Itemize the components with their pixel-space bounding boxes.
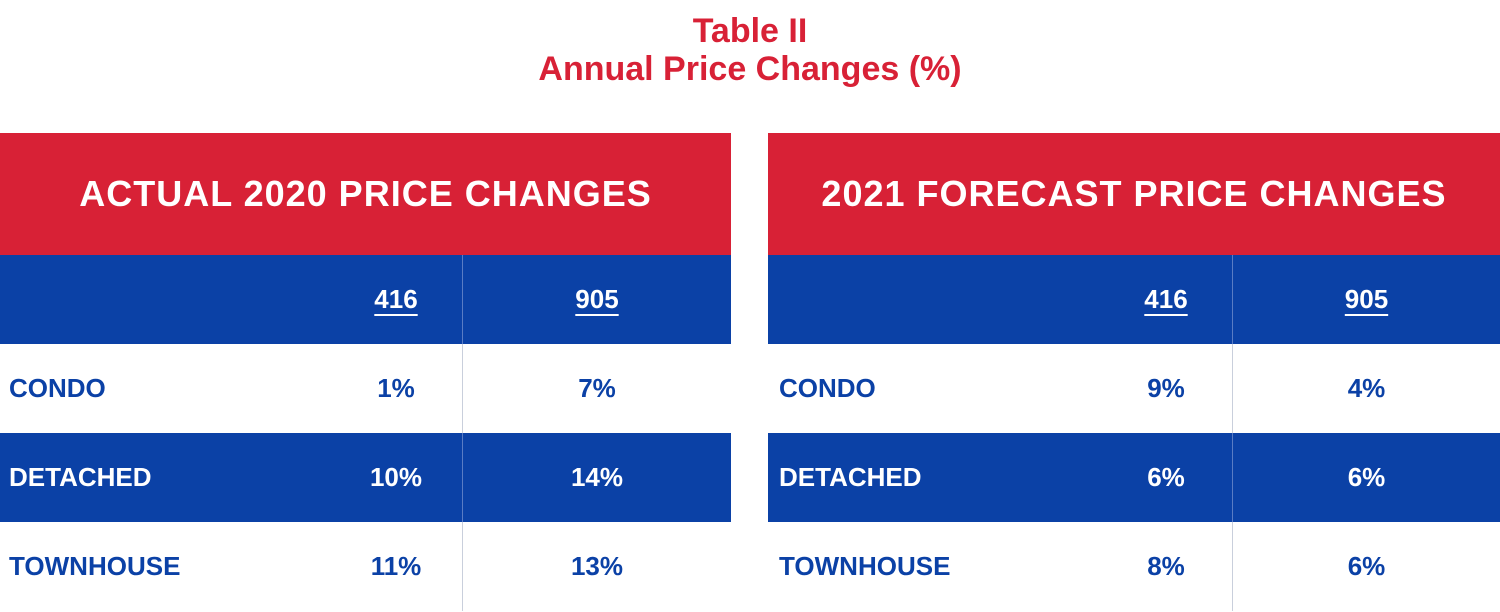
table-row: DETACHED 6% 6% bbox=[768, 433, 1500, 522]
column-header-label: 905 bbox=[1344, 284, 1389, 314]
column-header-416: 416 bbox=[330, 255, 462, 344]
cell-value: 13% bbox=[462, 522, 731, 611]
cell-value: 8% bbox=[1147, 551, 1185, 581]
column-header-label: 416 bbox=[1144, 284, 1188, 314]
column-header-empty bbox=[0, 255, 330, 344]
row-label: CONDO bbox=[779, 373, 876, 403]
cell-value: 10% bbox=[369, 462, 423, 492]
table-forecast-2021: 2021 FORECAST PRICE CHANGES 416 905 COND… bbox=[768, 133, 1500, 611]
column-header-416: 416 bbox=[1100, 255, 1232, 344]
table-row: TOWNHOUSE 11% 13% bbox=[0, 522, 731, 611]
row-label: DETACHED bbox=[779, 462, 922, 492]
column-header-905: 905 bbox=[1232, 255, 1500, 344]
row-label: DETACHED bbox=[9, 462, 152, 492]
cell-value: 11% bbox=[370, 551, 422, 581]
table-header: 2021 FORECAST PRICE CHANGES bbox=[768, 133, 1500, 255]
table-actual-2020: ACTUAL 2020 PRICE CHANGES 416 905 CONDO … bbox=[0, 133, 731, 611]
row-label: CONDO bbox=[9, 373, 106, 403]
page-title: Table II Annual Price Changes (%) bbox=[0, 12, 1500, 88]
cell-value: 6% bbox=[1232, 433, 1500, 522]
cell-value: 1% bbox=[377, 373, 415, 403]
cell-value: 6% bbox=[1147, 462, 1185, 492]
row-label: TOWNHOUSE bbox=[9, 551, 181, 581]
cell-value: 14% bbox=[462, 433, 731, 522]
cell-value: 9% bbox=[1147, 373, 1185, 403]
title-line-2: Annual Price Changes (%) bbox=[538, 50, 962, 88]
cell-value: 4% bbox=[1232, 344, 1500, 433]
table-row: DETACHED 10% 14% bbox=[0, 433, 731, 522]
title-line-1: Table II bbox=[692, 12, 808, 50]
cell-value: 6% bbox=[1232, 522, 1500, 611]
cell-value: 7% bbox=[462, 344, 731, 433]
table-row: CONDO 1% 7% bbox=[0, 344, 731, 433]
column-header-905: 905 bbox=[462, 255, 731, 344]
column-header-empty bbox=[768, 255, 1100, 344]
table-header: ACTUAL 2020 PRICE CHANGES bbox=[0, 133, 731, 255]
column-header-row: 416 905 bbox=[768, 255, 1500, 344]
column-header-row: 416 905 bbox=[0, 255, 731, 344]
column-header-label: 905 bbox=[575, 284, 619, 314]
row-label: TOWNHOUSE bbox=[779, 551, 951, 581]
table-row: CONDO 9% 4% bbox=[768, 344, 1500, 433]
column-header-label: 416 bbox=[374, 284, 418, 314]
table-row: TOWNHOUSE 8% 6% bbox=[768, 522, 1500, 611]
